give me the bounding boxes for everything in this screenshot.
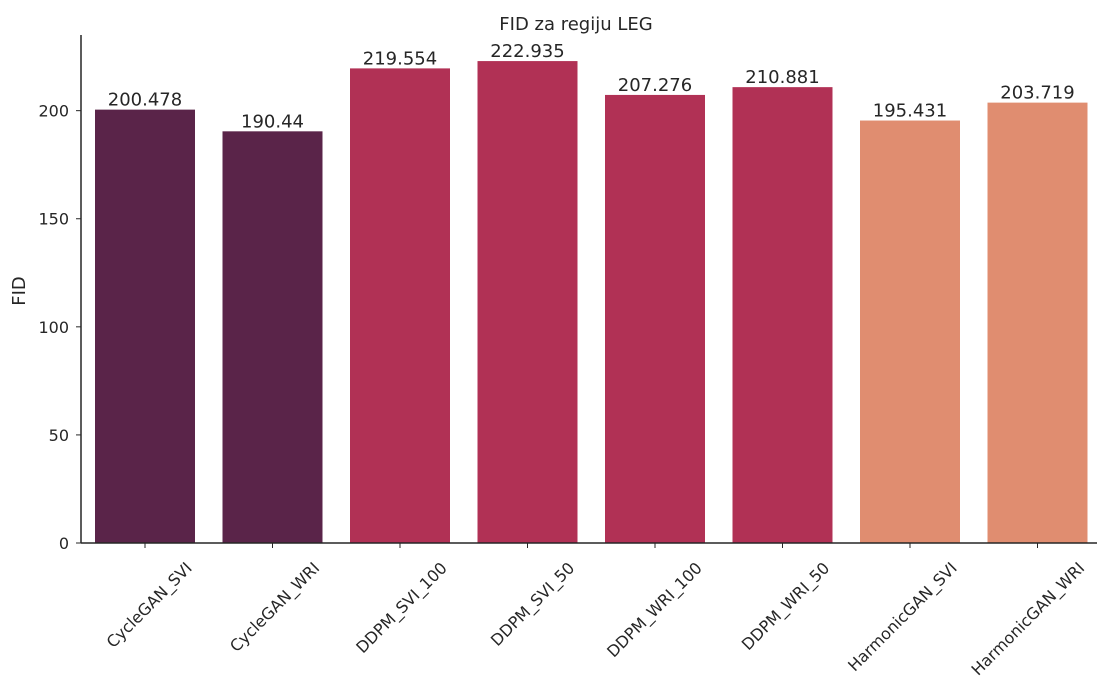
data-label-CycleGAN_WRI: 190.44 xyxy=(241,111,304,132)
x-ticks-group: CycleGAN_SVI CycleGAN_WRI DDPM_SVI_100 DDPM… xyxy=(103,543,1089,680)
x-tick-label: HarmonicGAN_SVI xyxy=(844,558,961,675)
x-tick-label: HarmonicGAN_WRI xyxy=(968,558,1090,680)
y-tick-label: 150 xyxy=(38,210,69,229)
data-label-DDPM_WRI_100: 207.276 xyxy=(618,75,692,96)
y-ticks-group: 0 50 100 150 200 xyxy=(38,102,81,553)
data-label-DDPM_SVI_50: 222.935 xyxy=(490,41,564,62)
x-tick-label: CycleGAN_WRI xyxy=(226,558,324,656)
bar-DDPM_SVI_50 xyxy=(477,61,578,544)
x-tick-label: DDPM_SVI_50 xyxy=(487,558,579,650)
data-label-DDPM_SVI_100: 219.554 xyxy=(363,48,437,69)
bar-HarmonicGAN_WRI xyxy=(987,102,1088,543)
bar-DDPM_WRI_50 xyxy=(732,87,833,543)
bar-CycleGAN_SVI xyxy=(95,109,195,543)
bar-DDPM_SVI_100 xyxy=(350,68,450,543)
bar-HarmonicGAN_SVI xyxy=(860,120,960,544)
data-label-HarmonicGAN_SVI: 195.431 xyxy=(873,101,947,122)
chart-title: FID za regiju LEG xyxy=(499,14,652,35)
x-tick-label: DDPM_WRI_100 xyxy=(603,558,706,661)
y-tick-label: 100 xyxy=(38,318,69,337)
y-tick-label: 200 xyxy=(38,102,69,121)
y-axis-label: FID xyxy=(9,276,30,306)
bar-CycleGAN_WRI xyxy=(222,131,323,543)
y-tick-label: 50 xyxy=(49,426,69,445)
data-labels-group: 200.478 190.44 219.554 222.935 207.276 210.88… xyxy=(108,41,1075,132)
bars-group xyxy=(95,61,1088,544)
bar-DDPM_WRI_100 xyxy=(605,94,705,543)
data-label-HarmonicGAN_WRI: 203.719 xyxy=(1000,83,1074,104)
x-tick-label: DDPM_SVI_100 xyxy=(352,558,451,657)
x-tick-label: CycleGAN_SVI xyxy=(103,558,197,652)
x-tick-label: DDPM_WRI_50 xyxy=(738,558,834,654)
y-tick-label: 0 xyxy=(59,534,69,553)
data-label-CycleGAN_SVI: 200.478 xyxy=(108,90,182,111)
data-label-DDPM_WRI_50: 210.881 xyxy=(745,67,819,88)
